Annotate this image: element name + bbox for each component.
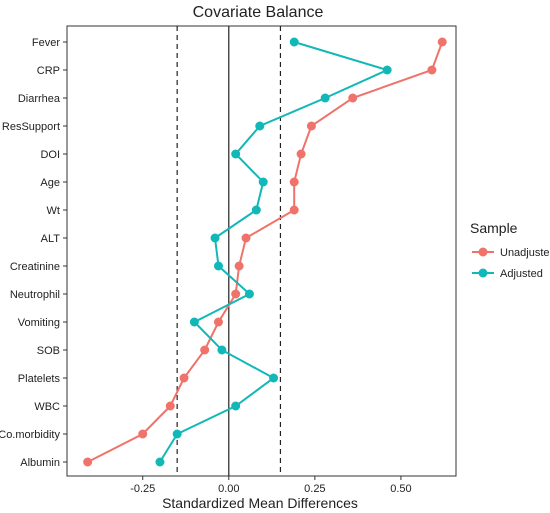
y-tick-label: Albumin (20, 457, 60, 469)
data-point-unadjusted (165, 401, 175, 411)
y-tick-label: Age (40, 177, 60, 189)
x-axis-label: Standardized Mean Differences (162, 495, 358, 511)
legend-label-unadjusted: Unadjusted (500, 247, 550, 259)
data-point-unadjusted (289, 177, 299, 187)
y-axis: Fever CRP Diarrhea ResSupport DOI Age Wt ALT Cre… (0, 37, 67, 469)
y-tick-label: ALT (41, 233, 61, 245)
data-point-unadjusted (427, 65, 437, 75)
data-point-adjusted (244, 289, 254, 299)
data-point-unadjusted (296, 149, 306, 159)
data-point-unadjusted (241, 233, 251, 243)
y-tick-label: WBC (34, 401, 60, 413)
data-point-adjusted (210, 233, 220, 243)
data-point-unadjusted (348, 93, 358, 103)
x-tick-label: -0.25 (130, 483, 155, 495)
data-point-unadjusted (306, 121, 316, 131)
y-tick-label: Diarrhea (18, 93, 61, 105)
data-point-adjusted (320, 93, 330, 103)
data-point-adjusted (189, 317, 199, 327)
y-tick-label: Creatinine (10, 261, 60, 273)
data-point-unadjusted (437, 37, 447, 47)
data-point-unadjusted (138, 429, 148, 439)
legend-items: Unadjusted Adjusted (472, 247, 550, 280)
legend-title: Sample (470, 220, 518, 236)
x-axis: -0.25 0.00 0.25 0.50 (130, 476, 412, 495)
data-point-adjusted (213, 261, 223, 271)
chart-title: Covariate Balance (193, 4, 324, 21)
legend-marker-unadjusted (478, 247, 488, 257)
y-tick-label: Neutrophil (10, 289, 60, 301)
data-point-adjusted (289, 37, 299, 47)
y-tick-label: Co.morbidity (0, 429, 60, 441)
x-tick-label: 0.25 (304, 483, 325, 495)
legend: Sample Unadjusted Adjusted (470, 220, 550, 280)
x-tick-label: 0.50 (390, 483, 411, 495)
series-layer (83, 37, 447, 467)
data-point-adjusted (172, 429, 182, 439)
x-tick-label: 0.00 (218, 483, 239, 495)
data-point-unadjusted (83, 457, 93, 467)
legend-marker-adjusted (478, 268, 488, 278)
y-tick-label: Vomiting (18, 317, 60, 329)
data-point-unadjusted (179, 373, 189, 383)
plot-frame (66, 25, 457, 477)
legend-label-adjusted: Adjusted (500, 268, 543, 280)
data-point-unadjusted (234, 261, 244, 271)
y-tick-label: ResSupport (2, 121, 60, 133)
series-line-adjusted (159, 41, 391, 463)
series-line-unadjusted (87, 41, 444, 463)
data-point-adjusted (251, 205, 261, 215)
y-tick-label: Wt (47, 205, 60, 217)
data-point-adjusted (269, 373, 279, 383)
y-tick-label: CRP (37, 65, 60, 77)
data-point-adjusted (258, 177, 268, 187)
data-point-unadjusted (200, 345, 210, 355)
y-tick-label: SOB (37, 345, 60, 357)
y-tick-label: Fever (32, 37, 60, 49)
data-point-adjusted (217, 345, 227, 355)
y-tick-label: Platelets (18, 373, 61, 385)
data-point-adjusted (231, 401, 241, 411)
data-point-unadjusted (231, 289, 241, 299)
data-point-adjusted (255, 121, 265, 131)
data-point-adjusted (155, 457, 165, 467)
reference-lines (176, 26, 282, 476)
data-point-adjusted (382, 65, 392, 75)
data-point-unadjusted (289, 205, 299, 215)
data-point-adjusted (231, 149, 241, 159)
y-tick-label: DOI (40, 149, 60, 161)
data-point-unadjusted (213, 317, 223, 327)
